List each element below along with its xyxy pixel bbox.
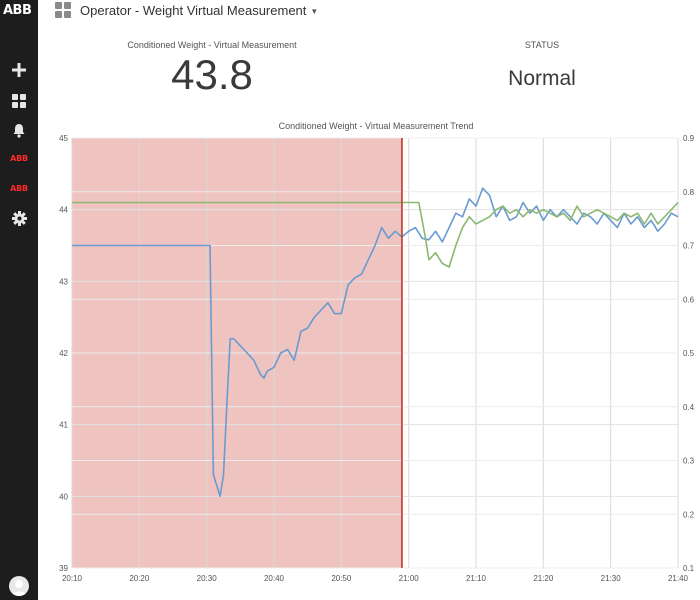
y-right-tick-label: 0.5 [683, 349, 695, 358]
gear-icon [11, 210, 27, 226]
y-right-tick-label: 0.9 [683, 134, 695, 143]
y-right-tick-label: 0.8 [683, 188, 695, 197]
weight-kpi-label: Conditioned Weight - Virtual Measurement [127, 40, 297, 50]
y-left-tick-label: 43 [59, 277, 68, 286]
abb-logo: ABB [3, 3, 32, 18]
y-left-tick-label: 41 [59, 421, 68, 430]
chart-title: Conditioned Weight - Virtual Measurement… [278, 121, 474, 131]
trend-series-line-1 [72, 187, 679, 498]
x-tick-label: 20:10 [62, 574, 83, 583]
abb-app-1-label: ABB [10, 153, 28, 163]
x-tick-label: 20:40 [264, 574, 285, 583]
y-left-tick-label: 42 [59, 349, 68, 358]
dashboards-button[interactable] [4, 91, 34, 111]
y-right-tick-label: 0.2 [683, 510, 695, 519]
y-left-tick-label: 40 [59, 492, 68, 501]
grid-icon [12, 94, 26, 108]
y-right-tick-label: 0.7 [683, 242, 695, 251]
y-left-tick-label: 45 [59, 134, 68, 143]
trend-series-line-2 [72, 201, 679, 268]
settings-button[interactable] [4, 208, 34, 228]
abb-app-2-label: ABB [10, 183, 28, 193]
status-kpi-value: Normal [508, 67, 576, 90]
x-tick-label: 21:00 [399, 574, 420, 583]
y-left-tick-label: 39 [59, 564, 68, 573]
user-avatar[interactable] [9, 576, 29, 596]
add-button[interactable] [4, 60, 34, 80]
y-right-tick-label: 0.3 [683, 457, 695, 466]
x-tick-label: 21:10 [466, 574, 487, 583]
y-right-tick-label: 0.6 [683, 295, 695, 304]
page-header: Operator - Weight Virtual Measurement ▼ [55, 0, 318, 20]
x-tick-label: 20:20 [129, 574, 150, 583]
grid-icon [55, 2, 71, 18]
sidebar: ABB ABB ABB [0, 0, 38, 600]
y-left-tick-label: 44 [59, 206, 68, 215]
abb-app-1-button[interactable]: ABB [4, 148, 34, 168]
user-avatar-icon [11, 580, 27, 596]
y-right-tick-label: 0.4 [683, 403, 695, 412]
weight-kpi-value: 43.8 [171, 51, 253, 98]
page-title: Operator - Weight Virtual Measurement [80, 2, 307, 18]
alarms-button[interactable] [4, 120, 34, 140]
x-tick-label: 20:50 [331, 574, 352, 583]
y-right-tick-label: 0.1 [683, 564, 695, 573]
x-tick-label: 21:40 [668, 574, 689, 583]
x-tick-label: 21:20 [533, 574, 554, 583]
bell-icon [13, 123, 25, 138]
x-tick-label: 20:30 [197, 574, 218, 583]
abb-app-2-button[interactable]: ABB [4, 178, 34, 198]
x-tick-label: 21:30 [601, 574, 622, 583]
plus-icon [12, 63, 26, 77]
status-kpi-label: STATUS [524, 40, 560, 50]
caret-down-icon[interactable]: ▼ [310, 6, 319, 16]
